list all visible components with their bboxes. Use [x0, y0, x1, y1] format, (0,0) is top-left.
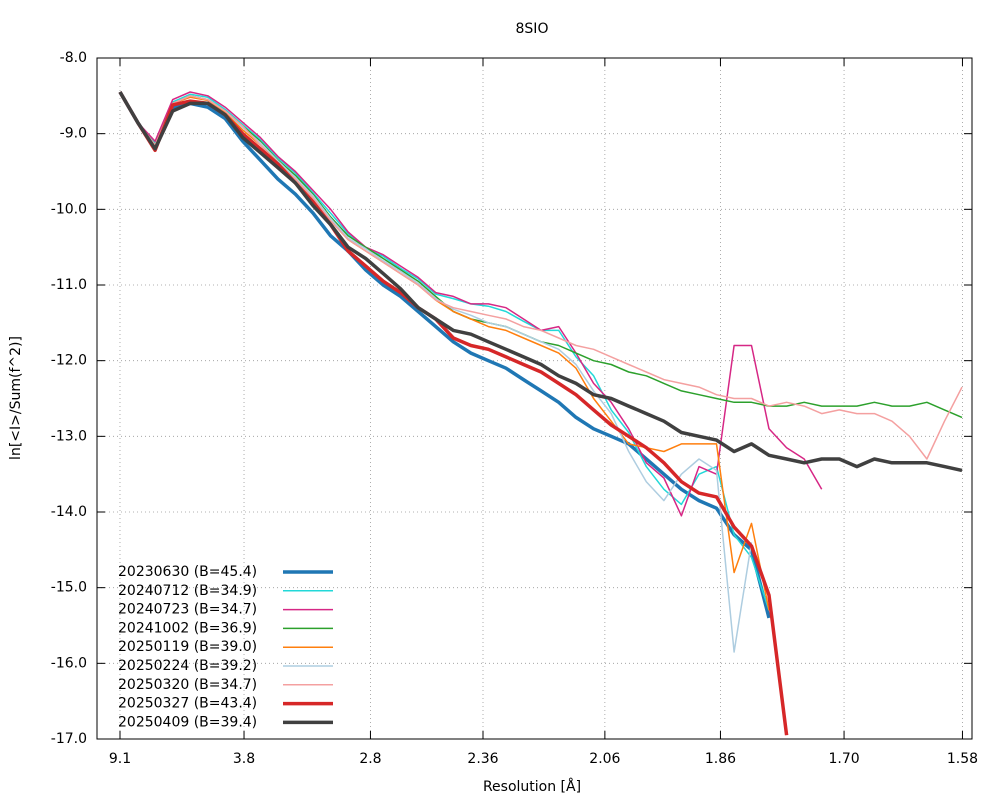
x-tick-label: 2.36	[467, 751, 498, 767]
y-tick-label: -8.0	[60, 50, 87, 66]
y-tick-label: -11.0	[51, 277, 87, 293]
legend-label: 20250320 (B=34.7)	[118, 677, 257, 693]
y-tick-label: -14.0	[51, 504, 87, 520]
legend-label: 20240723 (B=34.7)	[118, 602, 257, 618]
x-tick-label: 1.86	[705, 751, 736, 767]
x-tick-label: 9.1	[109, 751, 131, 767]
series-line	[119, 91, 823, 517]
y-tick-label: -12.0	[51, 353, 87, 369]
y-tick-label: -17.0	[51, 731, 87, 747]
legend-label: 20241002 (B=36.9)	[118, 620, 257, 636]
plot-border	[96, 57, 973, 740]
y-tick-label: -10.0	[51, 201, 87, 217]
x-axis-label: Resolution [Å]	[483, 778, 581, 795]
x-tick-label: 1.70	[828, 751, 859, 767]
x-tick-label: 2.8	[359, 751, 381, 767]
y-tick-label: -16.0	[51, 655, 87, 671]
legend-label: 20250119 (B=39.0)	[118, 639, 257, 655]
y-axis-label: ln[<I>/Sum(f^2)]	[8, 336, 24, 460]
legend-label: 20250224 (B=39.2)	[118, 658, 257, 674]
x-tick-label: 1.58	[947, 751, 978, 767]
chart-title: 8SIO	[516, 21, 549, 37]
series-line	[119, 91, 770, 611]
x-tick-label: 3.8	[233, 751, 255, 767]
y-tick-label: -13.0	[51, 428, 87, 444]
legend-label: 20240712 (B=34.9)	[118, 583, 257, 599]
series-line	[119, 91, 963, 460]
series-line	[118, 91, 771, 619]
y-tick-label: -9.0	[60, 126, 87, 142]
series-line	[118, 91, 963, 473]
legend-label: 20230630 (B=45.4)	[118, 564, 257, 580]
legend-label: 20250327 (B=43.4)	[118, 696, 257, 712]
x-tick-label: 2.06	[589, 751, 620, 767]
y-tick-label: -15.0	[51, 580, 87, 596]
legend-label: 20250409 (B=39.4)	[118, 714, 257, 730]
